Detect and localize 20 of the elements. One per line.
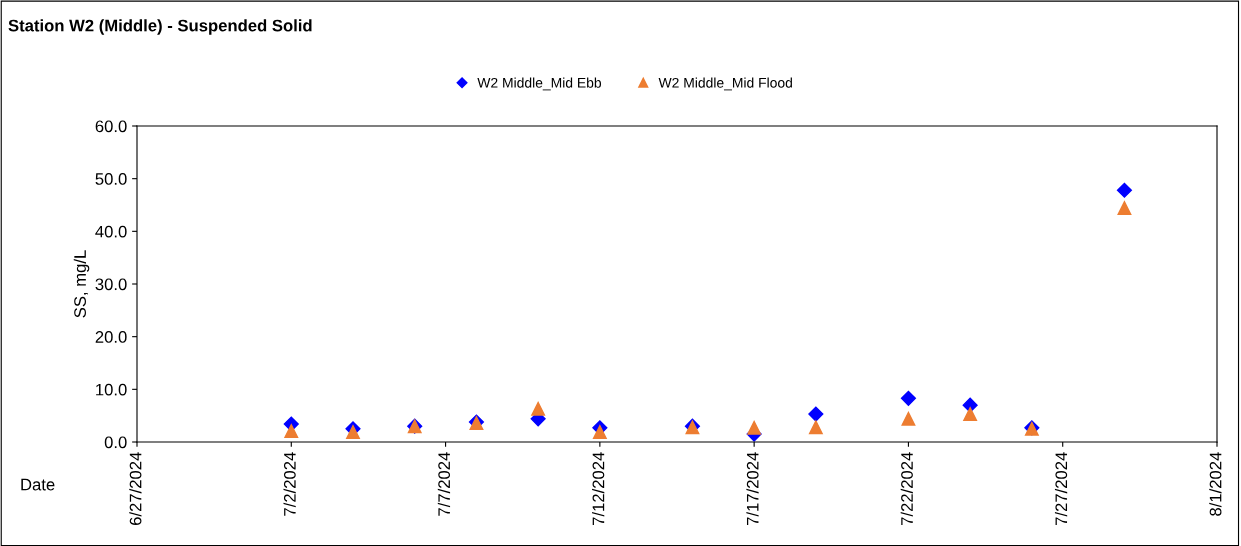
chart-title: Station W2 (Middle) - Suspended Solid xyxy=(8,19,312,35)
y-tick-label: 30.0 xyxy=(95,278,127,291)
y-tick-label: 20.0 xyxy=(95,331,127,343)
x-axis-title: Date xyxy=(21,478,55,491)
y-tick-label: 40.0 xyxy=(95,225,127,238)
y-tick-label: 0.0 xyxy=(104,436,127,449)
y-tick-label: 10.0 xyxy=(96,383,127,396)
legend-label: W2 Middle_Mid Ebb xyxy=(477,77,602,91)
legend-label: W2 Middle_Mid Flood xyxy=(658,77,792,91)
x-tick-label: 7/12/2024 xyxy=(592,452,605,526)
y-axis-title: SS, mg/L xyxy=(73,250,90,318)
x-tick-label: 7/2/2024 xyxy=(283,452,296,516)
x-tick-label: 7/7/2024 xyxy=(437,452,451,516)
x-tick-label: 6/27/2024 xyxy=(129,452,142,526)
x-tick-label: 7/17/2024 xyxy=(746,452,759,526)
x-tick-label: 7/27/2024 xyxy=(1054,452,1068,526)
x-tick-label: 8/1/2024 xyxy=(1209,452,1222,516)
y-tick-label: 60.0 xyxy=(95,120,127,133)
y-tick-label: 50.0 xyxy=(95,173,127,185)
x-tick-label: 7/22/2024 xyxy=(900,452,913,526)
